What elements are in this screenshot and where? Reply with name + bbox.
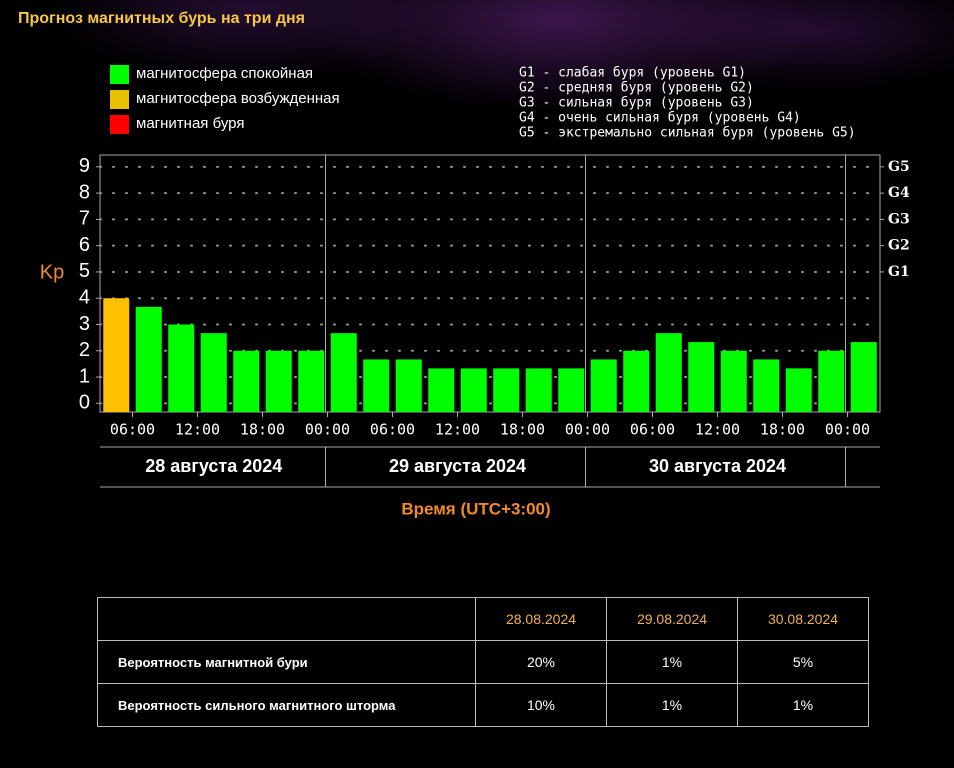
bar bbox=[493, 368, 520, 412]
legend-swatch bbox=[110, 115, 129, 134]
x-tick-label: 18:00 bbox=[500, 421, 545, 439]
y2-tick-label: G1 bbox=[888, 264, 910, 280]
cell: 1% bbox=[737, 683, 869, 727]
x-tick-label: 12:00 bbox=[175, 421, 220, 439]
y-tick-label: 9 bbox=[79, 155, 90, 177]
cell: 1% bbox=[606, 683, 738, 727]
bar bbox=[655, 333, 682, 412]
bar bbox=[103, 298, 130, 412]
x-tick-label: 00:00 bbox=[825, 421, 870, 439]
y-tick-label: 8 bbox=[79, 181, 90, 203]
y-tick-label: 3 bbox=[79, 313, 90, 335]
y-tick-label: 1 bbox=[79, 365, 90, 387]
x-tick-label: 06:00 bbox=[630, 421, 675, 439]
x-tick-label: 00:00 bbox=[305, 421, 350, 439]
legend-swatch bbox=[110, 65, 129, 84]
legend-swatch bbox=[110, 90, 129, 109]
legend-label: магнитосфера спокойная bbox=[136, 65, 313, 82]
y-tick-label: 2 bbox=[79, 339, 90, 361]
bar bbox=[428, 368, 455, 412]
x-tick-label: 06:00 bbox=[370, 421, 415, 439]
y2-tick-label: G5 bbox=[888, 159, 910, 175]
bar bbox=[623, 350, 650, 412]
chart-title: Прогноз магнитных бурь на три дня bbox=[18, 10, 305, 27]
g-level-note: G2 - средняя буря (уровень G2) bbox=[519, 81, 754, 96]
bar bbox=[233, 350, 260, 412]
bar bbox=[850, 342, 877, 412]
day-label: 30 августа 2024 bbox=[649, 456, 786, 476]
x-axis-label: Время (UTC+3:00) bbox=[401, 499, 550, 518]
y2-tick-label: G3 bbox=[888, 211, 910, 227]
row-label: Вероятность сильного магнитного шторма bbox=[97, 683, 476, 727]
y-tick-label: 6 bbox=[79, 234, 90, 256]
bar bbox=[753, 359, 780, 412]
bar bbox=[720, 350, 747, 412]
x-tick-label: 12:00 bbox=[695, 421, 740, 439]
bar bbox=[785, 368, 812, 412]
bar bbox=[818, 350, 845, 412]
cell: 1% bbox=[606, 640, 738, 684]
bar bbox=[265, 350, 292, 412]
legend-label: магнитосфера возбужденная bbox=[136, 90, 340, 107]
bar bbox=[460, 368, 487, 412]
bar bbox=[363, 359, 390, 412]
y-tick-label: 4 bbox=[79, 286, 90, 308]
bar bbox=[200, 333, 227, 412]
g-level-note: G1 - слабая буря (уровень G1) bbox=[519, 66, 746, 81]
x-tick-label: 18:00 bbox=[240, 421, 285, 439]
probability-table: 28.08.2024 29.08.2024 30.08.2024 Вероятнос… bbox=[97, 597, 869, 727]
plot-frame bbox=[99, 154, 881, 413]
day-label: 29 августа 2024 bbox=[389, 456, 526, 476]
g-level-note: G4 - очень сильная буря (уровень G4) bbox=[519, 111, 801, 126]
bar bbox=[395, 359, 422, 412]
x-tick-label: 12:00 bbox=[435, 421, 480, 439]
y-tick-label: 0 bbox=[79, 392, 90, 414]
y2-tick-label: G2 bbox=[888, 238, 910, 254]
bar bbox=[330, 333, 357, 412]
y-axis-label: Kp bbox=[40, 261, 64, 283]
cell: 5% bbox=[737, 640, 869, 684]
bar bbox=[525, 368, 552, 412]
row-label: Вероятность магнитной бури bbox=[97, 640, 476, 684]
legend-label: магнитная буря bbox=[136, 115, 244, 132]
bar bbox=[168, 324, 195, 412]
bar bbox=[688, 342, 715, 412]
corner-cell bbox=[97, 597, 476, 641]
header-cell: 29.08.2024 bbox=[606, 597, 738, 641]
g-level-note: G5 - экстремально сильная буря (уровень … bbox=[519, 126, 856, 141]
header-cell: 28.08.2024 bbox=[475, 597, 607, 641]
chart: Прогноз магнитных бурь на три дня Kp Вре… bbox=[18, 10, 910, 518]
x-tick-label: 18:00 bbox=[760, 421, 805, 439]
bar bbox=[135, 306, 162, 412]
y-tick-label: 5 bbox=[79, 260, 90, 282]
bar bbox=[558, 368, 585, 412]
x-tick-label: 06:00 bbox=[110, 421, 155, 439]
bar bbox=[298, 350, 325, 412]
header-cell: 30.08.2024 bbox=[737, 597, 869, 641]
y-tick-label: 7 bbox=[79, 208, 90, 230]
y2-tick-label: G4 bbox=[888, 185, 910, 201]
bar bbox=[590, 359, 617, 412]
x-tick-label: 00:00 bbox=[565, 421, 610, 439]
cell: 20% bbox=[475, 640, 607, 684]
cell: 10% bbox=[475, 683, 607, 727]
g-level-note: G3 - сильная буря (уровень G3) bbox=[519, 96, 754, 111]
day-label: 28 августа 2024 bbox=[145, 456, 282, 476]
